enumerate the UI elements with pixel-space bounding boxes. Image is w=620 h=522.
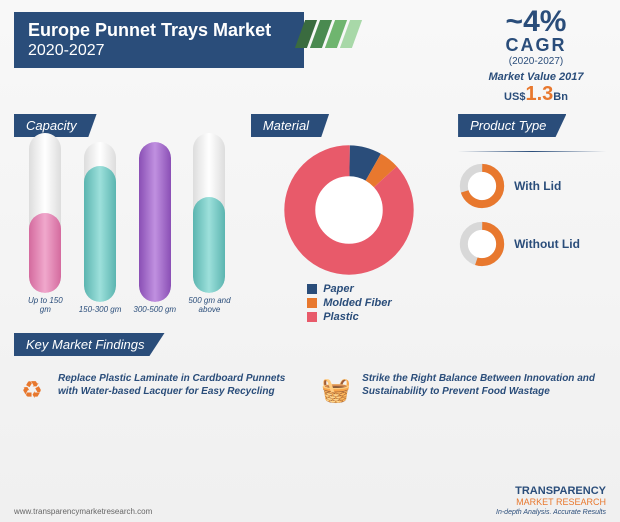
finding-item: 🧺 Strike the Right Balance Between Innov…: [318, 372, 602, 408]
capacity-bar: 500 gm and above: [185, 133, 233, 315]
finding-item: ♻ Replace Plastic Laminate in Cardboard …: [14, 372, 298, 408]
legend-item: Plastic: [307, 311, 391, 323]
material-tab: Material: [251, 114, 329, 137]
finding-text: Replace Plastic Laminate in Cardboard Pu…: [58, 372, 298, 398]
findings-tab-wrap: Key Market Findings: [14, 333, 606, 364]
product-ring: [458, 220, 506, 268]
infographic-container: Europe Punnet Trays Market 2020-2027 ~4%…: [0, 0, 620, 522]
material-legend: Paper Molded Fiber Plastic: [307, 281, 391, 325]
header-stripes: [295, 20, 362, 48]
donut-wrap: Paper Molded Fiber Plastic: [251, 145, 448, 325]
finding-icon: ♻: [14, 372, 50, 408]
header: Europe Punnet Trays Market 2020-2027 ~4%…: [14, 12, 606, 106]
main-title: Europe Punnet Trays Market: [28, 20, 290, 42]
ring-label: With Lid: [514, 179, 561, 193]
product-tab: Product Type: [458, 114, 566, 137]
finding-icon: 🧺: [318, 372, 354, 408]
market-value-label: Market Value 2017: [466, 71, 606, 83]
footer: www.transparencymarketresearch.com TRANS…: [14, 485, 606, 516]
years: 2020-2027: [28, 42, 290, 60]
cagr-block: ~4% CAGR (2020-2027) Market Value 2017 U…: [466, 8, 606, 106]
cagr-label: CAGR: [466, 35, 606, 56]
cagr-years: (2020-2027): [466, 56, 606, 67]
logo: TRANSPARENCY MARKET RESEARCH In-depth An…: [496, 485, 606, 516]
capacity-bar: 300-500 gm: [131, 142, 179, 315]
findings-tab: Key Market Findings: [14, 333, 165, 356]
product-rings: With Lid Without Lid: [458, 162, 606, 268]
ring-label: Without Lid: [514, 237, 580, 251]
capacity-section: Capacity Up to 150 gm150-300 gm300-500 g…: [14, 114, 241, 325]
separator: [458, 151, 606, 152]
capacity-tab: Capacity: [14, 114, 97, 137]
product-section: Product Type With Lid Without Lid: [458, 114, 606, 325]
capacity-bars: Up to 150 gm150-300 gm300-500 gm500 gm a…: [14, 145, 241, 315]
legend-item: Molded Fiber: [307, 297, 391, 309]
market-value: US$1.3Bn: [466, 83, 606, 106]
product-ring: [458, 162, 506, 210]
footer-url: www.transparencymarketresearch.com: [14, 507, 152, 516]
material-section: Material Paper Molded Fiber Plastic: [251, 114, 448, 325]
cagr-value: ~4%: [466, 8, 606, 35]
capacity-bar: Up to 150 gm: [21, 133, 69, 315]
legend-item: Paper: [307, 283, 391, 295]
finding-text: Strike the Right Balance Between Innovat…: [362, 372, 602, 398]
title-block: Europe Punnet Trays Market 2020-2027: [14, 12, 304, 68]
charts-row: Capacity Up to 150 gm150-300 gm300-500 g…: [14, 114, 606, 325]
findings-row: ♻ Replace Plastic Laminate in Cardboard …: [14, 372, 606, 408]
capacity-bar: 150-300 gm: [76, 142, 124, 315]
material-donut: [284, 145, 414, 275]
product-ring-item: With Lid: [458, 162, 606, 210]
product-ring-item: Without Lid: [458, 220, 606, 268]
